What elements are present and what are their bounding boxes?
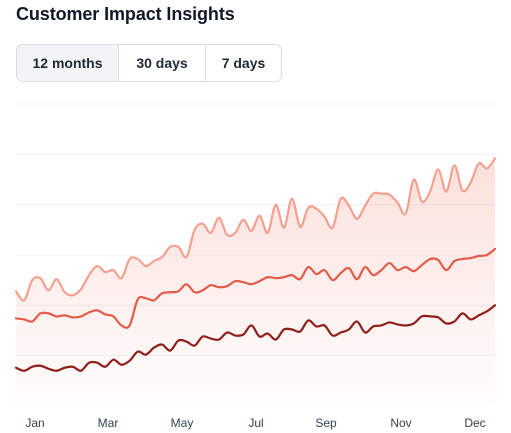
series-lines (14, 157, 497, 372)
x-axis-ticks: Jan Mar May Jul Sep Nov Dec (25, 416, 485, 430)
x-tick-label: May (171, 416, 194, 430)
x-tick-label: Dec (464, 416, 485, 430)
x-tick-label: Nov (390, 416, 411, 430)
x-tick-label: Mar (98, 416, 119, 430)
range-7-days-button[interactable]: 7 days (221, 55, 266, 71)
series-1-line (14, 247, 497, 329)
line-chart: Jan Mar May Jul Sep Nov Dec (14, 103, 497, 430)
x-tick-label: Sep (315, 416, 337, 430)
series-2-line (14, 304, 497, 372)
x-tick-label: Jul (248, 416, 263, 430)
chart-title: Customer Impact Insights (16, 4, 235, 24)
range-30-days-button[interactable]: 30 days (119, 45, 206, 81)
time-range-selector: 12 months 30 days 7 days (16, 44, 282, 82)
range-12-months-button[interactable]: 12 months (17, 45, 119, 81)
x-tick-label: Jan (25, 416, 44, 430)
series-0-line (14, 157, 497, 302)
